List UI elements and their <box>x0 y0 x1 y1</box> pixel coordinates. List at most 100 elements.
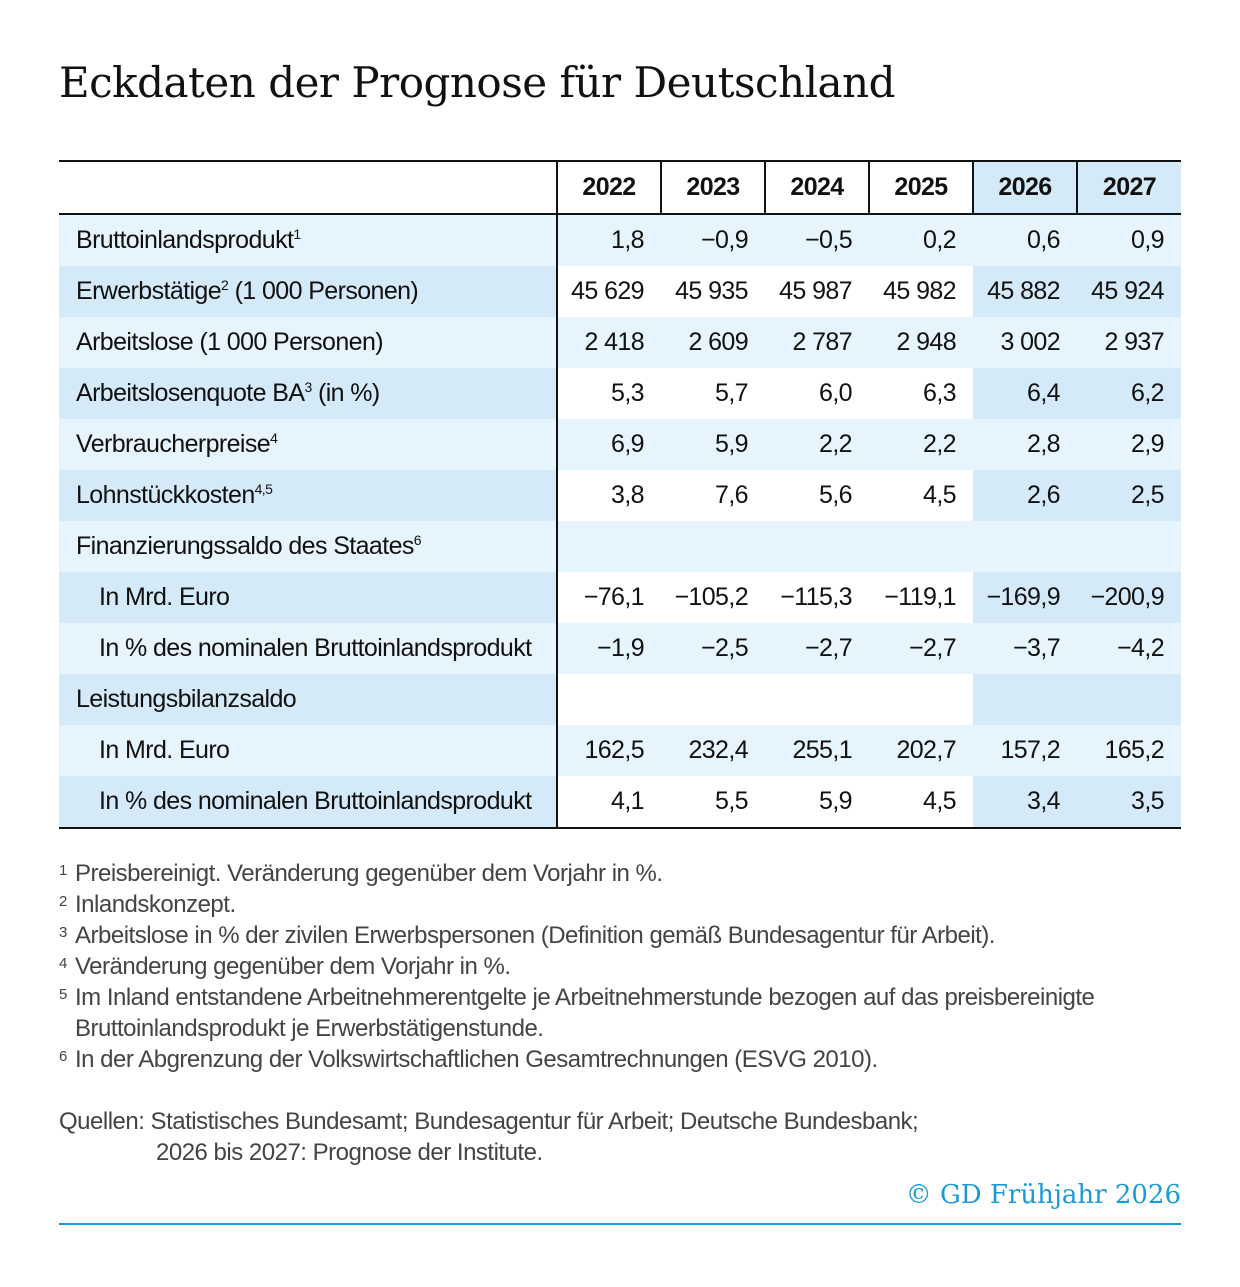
header-label-cell <box>59 161 557 214</box>
cell-2024: 2 787 <box>792 328 852 356</box>
cell-2023: 2 609 <box>688 328 748 356</box>
footnote-mark: 4 <box>59 955 67 972</box>
column-header-2024: 2024 <box>764 161 869 214</box>
column-header-2026: 2026 <box>972 161 1077 214</box>
cell-2026 <box>973 521 1077 572</box>
cell-2024: 5,9 <box>765 776 869 828</box>
footnote-ref: 1 <box>293 226 301 242</box>
cell-2025: 45 982 <box>869 266 973 317</box>
cell-2025: 2,2 <box>923 430 957 458</box>
cell-2024: 2,2 <box>819 430 853 458</box>
header-row: 2022 2023 2024 2025 2026 2027 <box>59 161 1181 214</box>
table-row: Arbeitslosenquote BA3 (in %) 5,3 5,7 6,0 6,3… <box>59 368 1181 419</box>
cell-2024: −0,5 <box>805 226 853 254</box>
sources-line-1: Quellen: Statistisches Bundesamt; Bundes… <box>59 1108 919 1135</box>
cell-2027: 165,2 <box>1104 736 1164 764</box>
cell-2024: 45 987 <box>765 266 869 317</box>
cell-2022: 5,3 <box>557 368 661 419</box>
cell-2022: 1,8 <box>611 226 645 254</box>
cell-2023: 5,9 <box>715 430 749 458</box>
cell-2022: 4,1 <box>557 776 661 828</box>
column-header-2027: 2027 <box>1076 161 1181 214</box>
cell-2026 <box>973 674 1077 725</box>
cell-2023: −105,2 <box>661 572 765 623</box>
cell-2027: 2,9 <box>1131 430 1165 458</box>
row-label-text: Erwerbstätige <box>76 277 222 305</box>
footnote-text: Inlandskonzept. <box>75 891 236 918</box>
cell-2027: 3,5 <box>1077 776 1181 828</box>
cell-2023: 5,5 <box>661 776 765 828</box>
column-header-2022: 2022 <box>556 161 661 214</box>
cell-2025: 4,5 <box>869 470 973 521</box>
table-row: In Mrd. Euro 162,5 232,4 255,1 202,7 157,2 165… <box>59 725 1181 776</box>
cell-2022: 162,5 <box>584 736 644 764</box>
cell-2022: −76,1 <box>557 572 661 623</box>
forecast-table: 2022 2023 2024 2025 2026 2027 Bruttoinlandspr… <box>59 160 1181 829</box>
footnote-mark: 6 <box>59 1048 67 1065</box>
cell-2026: 2,6 <box>973 470 1077 521</box>
table-row: Leistungsbilanzsaldo <box>59 674 1181 725</box>
row-label: Erwerbstätige2 (1 000 Personen) <box>59 266 558 317</box>
table-row: Bruttoinlandsprodukt1 1,8 −0,9 −0,5 0,2 0,6 0,… <box>59 214 1181 266</box>
cell-2026: 6,4 <box>973 368 1077 419</box>
footnote: 1 Preisbereinigt. Veränderung gegenüber d… <box>59 858 1185 889</box>
cell-2026: 3,4 <box>973 776 1077 828</box>
footnote-ref: 4,5 <box>254 481 273 497</box>
row-label: Bruttoinlandsprodukt1 <box>59 214 558 266</box>
cell-2023: 7,6 <box>661 470 765 521</box>
copyright: © GD Frühjahr 2026 <box>905 1180 1181 1210</box>
row-label-suffix: (1 000 Personen) <box>228 277 419 305</box>
cell-2022: 2 418 <box>584 328 644 356</box>
row-label-text: Verbraucherpreise <box>76 430 271 458</box>
cell-2022 <box>557 674 661 725</box>
cell-2023: 232,4 <box>688 736 748 764</box>
cell-2027: −4,2 <box>1117 634 1165 662</box>
cell-2027 <box>1077 521 1181 572</box>
accent-rule <box>59 1223 1181 1225</box>
footnote-mark: 1 <box>59 862 67 879</box>
sources: Quellen: Statistisches Bundesamt; Bundes… <box>59 1106 919 1168</box>
footnote: 2 Inlandskonzept. <box>59 889 1185 920</box>
cell-2026: −3,7 <box>1013 634 1061 662</box>
row-label: In Mrd. Euro <box>59 572 558 623</box>
footnote: 4 Veränderung gegenüber dem Vorjahr in %. <box>59 951 1185 982</box>
cell-2025: −2,7 <box>909 634 957 662</box>
footnote-text: Arbeitslose in % der zivilen Erwerbspers… <box>75 922 995 949</box>
footnote-ref: 2 <box>221 277 229 293</box>
row-label-text: Leistungsbilanzsaldo <box>76 685 297 713</box>
footnote-mark: 3 <box>59 924 67 941</box>
cell-2025: 2 948 <box>896 328 956 356</box>
cell-2022: 3,8 <box>557 470 661 521</box>
row-label-text: Bruttoinlandsprodukt <box>76 226 294 254</box>
cell-2022: 6,9 <box>611 430 645 458</box>
row-label-text: Arbeitslosenquote BA <box>76 379 305 407</box>
row-label-text: Lohnstückkosten <box>76 481 255 509</box>
table-row: In Mrd. Euro −76,1 −105,2 −115,3 −119,1 −169,… <box>59 572 1181 623</box>
row-label: Verbraucherpreise4 <box>59 419 558 470</box>
footnote: 6 In der Abgrenzung der Volkswirtschaftli… <box>59 1044 1185 1075</box>
cell-2022: 45 629 <box>557 266 661 317</box>
cell-2027: 6,2 <box>1077 368 1181 419</box>
row-label-text: In % des nominalen Bruttoinlandsprodukt <box>99 787 532 815</box>
footnote-text: Veränderung gegenüber dem Vorjahr in %. <box>75 953 511 980</box>
row-label-text: In Mrd. Euro <box>99 736 230 764</box>
footnote-ref: 3 <box>304 379 312 395</box>
row-label-text: In Mrd. Euro <box>99 583 230 611</box>
cell-2025 <box>869 521 973 572</box>
table-row: In % des nominalen Bruttoinlandsprodukt −… <box>59 623 1181 674</box>
row-label-text: Finanzierungssaldo des Staates <box>76 532 414 560</box>
cell-2027: 2 937 <box>1104 328 1164 356</box>
row-label: Leistungsbilanzsaldo <box>59 674 558 725</box>
footnote: 3 Arbeitslose in % der zivilen Erwerbsper… <box>59 920 1185 951</box>
cell-2027: 2,5 <box>1077 470 1181 521</box>
cell-2026: 3 002 <box>1000 328 1060 356</box>
row-label: Finanzierungssaldo des Staates6 <box>59 521 558 572</box>
cell-2022 <box>557 521 661 572</box>
cell-2023 <box>661 521 765 572</box>
cell-2024: −115,3 <box>765 572 869 623</box>
footnote-ref: 6 <box>413 532 422 548</box>
row-label: In % des nominalen Bruttoinlandsprodukt <box>59 623 558 674</box>
footnote-text: In der Abgrenzung der Volkswirtschaftlic… <box>75 1046 878 1073</box>
footnote-ref: 4 <box>270 430 278 446</box>
footnote-text: Preisbereinigt. Veränderung gegenüber de… <box>75 860 663 887</box>
